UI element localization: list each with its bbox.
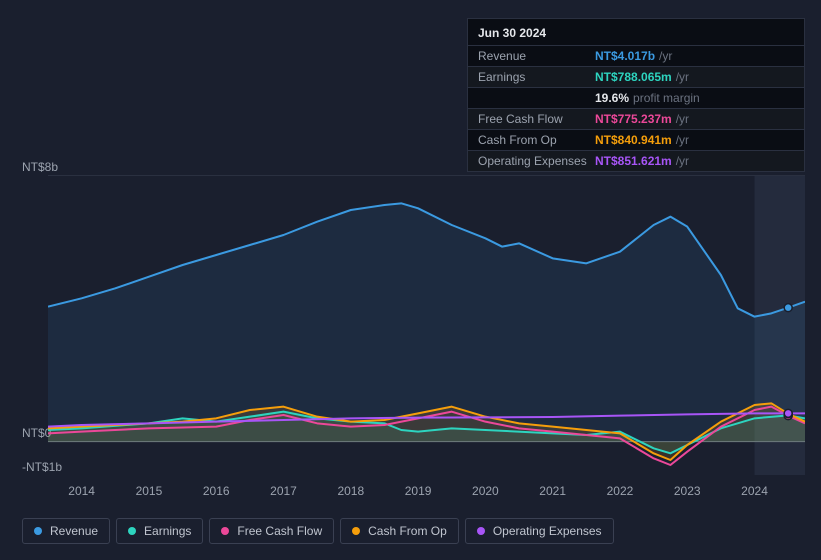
- legend-item-free-cash-flow[interactable]: Free Cash Flow: [209, 518, 334, 544]
- tooltip-metric-label: Earnings: [478, 70, 595, 84]
- x-axis-tick-label: 2019: [405, 484, 432, 498]
- tooltip-metric-label: Cash From Op: [478, 133, 595, 147]
- x-axis-tick-label: 2018: [337, 484, 364, 498]
- legend-dot-icon: [477, 527, 485, 535]
- tooltip-row: 19.6% profit margin: [468, 87, 804, 108]
- x-axis-tick-label: 2022: [607, 484, 634, 498]
- tooltip-metric-value: NT$840.941m: [595, 133, 672, 147]
- marker-dot: [784, 409, 792, 417]
- tooltip-metric-value: NT$775.237m: [595, 112, 672, 126]
- legend-item-revenue[interactable]: Revenue: [22, 518, 110, 544]
- tooltip-rows: RevenueNT$4.017b/yrEarningsNT$788.065m/y…: [468, 45, 804, 171]
- y-axis-tick-label: NT$8b: [22, 160, 58, 174]
- legend-dot-icon: [221, 527, 229, 535]
- tooltip-metric-label: Revenue: [478, 49, 595, 63]
- x-axis-labels: 2014 2015 2016 2017 2018 2019 2020 2021 2022 2023…: [48, 484, 805, 498]
- tooltip-row: Operating ExpensesNT$851.621m/yr: [468, 150, 804, 171]
- chart-container: Jun 30 2024 RevenueNT$4.017b/yrEarningsN…: [0, 0, 821, 560]
- tooltip-row: EarningsNT$788.065m/yr: [468, 66, 804, 87]
- legend-item-operating-expenses[interactable]: Operating Expenses: [465, 518, 614, 544]
- legend-label: Operating Expenses: [493, 524, 602, 538]
- chart-plot[interactable]: [48, 175, 805, 475]
- data-tooltip: Jun 30 2024 RevenueNT$4.017b/yrEarningsN…: [467, 18, 805, 172]
- tooltip-metric-value: NT$851.621m: [595, 154, 672, 168]
- tooltip-metric-suffix: /yr: [659, 49, 672, 63]
- tooltip-metric-value: NT$4.017b: [595, 49, 655, 63]
- tooltip-row: Cash From OpNT$840.941m/yr: [468, 129, 804, 150]
- legend-label: Revenue: [50, 524, 98, 538]
- x-axis-tick-label: 2023: [674, 484, 701, 498]
- tooltip-row: RevenueNT$4.017b/yr: [468, 45, 804, 66]
- x-axis-tick-label: 2024: [741, 484, 768, 498]
- legend-dot-icon: [34, 527, 42, 535]
- x-axis-tick-label: 2014: [68, 484, 95, 498]
- legend-item-earnings[interactable]: Earnings: [116, 518, 203, 544]
- x-axis-tick-label: 2015: [136, 484, 163, 498]
- legend-label: Cash From Op: [368, 524, 447, 538]
- legend-item-cash-from-op[interactable]: Cash From Op: [340, 518, 459, 544]
- tooltip-metric-label: Free Cash Flow: [478, 112, 595, 126]
- x-axis-tick-label: 2020: [472, 484, 499, 498]
- tooltip-metric-suffix: /yr: [676, 70, 689, 84]
- x-axis-tick-label: 2016: [203, 484, 230, 498]
- y-axis-tick-label: NT$0: [22, 426, 51, 440]
- tooltip-row: Free Cash FlowNT$775.237m/yr: [468, 108, 804, 129]
- tooltip-metric-suffix: /yr: [676, 154, 689, 168]
- legend: Revenue Earnings Free Cash Flow Cash From O…: [22, 518, 614, 544]
- tooltip-metric-suffix: /yr: [676, 133, 689, 147]
- x-axis-tick-label: 2017: [270, 484, 297, 498]
- tooltip-metric-label: [478, 91, 595, 105]
- tooltip-metric-value: 19.6%: [595, 91, 629, 105]
- legend-label: Earnings: [144, 524, 191, 538]
- tooltip-metric-value: NT$788.065m: [595, 70, 672, 84]
- legend-dot-icon: [352, 527, 360, 535]
- tooltip-date: Jun 30 2024: [468, 19, 804, 45]
- tooltip-metric-label: Operating Expenses: [478, 154, 595, 168]
- legend-dot-icon: [128, 527, 136, 535]
- tooltip-metric-suffix: /yr: [676, 112, 689, 126]
- marker-dot: [784, 304, 792, 312]
- x-axis-tick-label: 2021: [539, 484, 566, 498]
- tooltip-metric-suffix: profit margin: [633, 91, 700, 105]
- legend-label: Free Cash Flow: [237, 524, 322, 538]
